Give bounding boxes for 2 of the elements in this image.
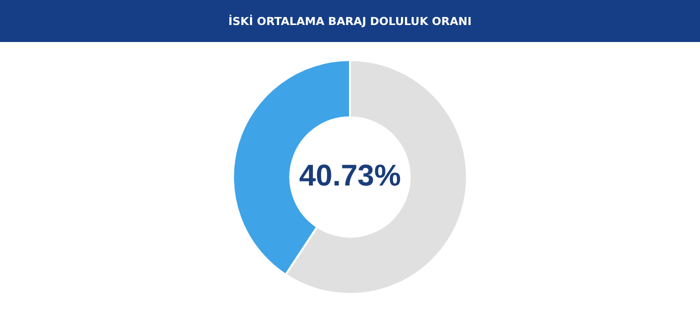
data-label: 40.73% bbox=[299, 159, 401, 192]
chart-title: İSKİ ORTALAMA BARAJ DOLULUK ORANI bbox=[228, 14, 472, 28]
